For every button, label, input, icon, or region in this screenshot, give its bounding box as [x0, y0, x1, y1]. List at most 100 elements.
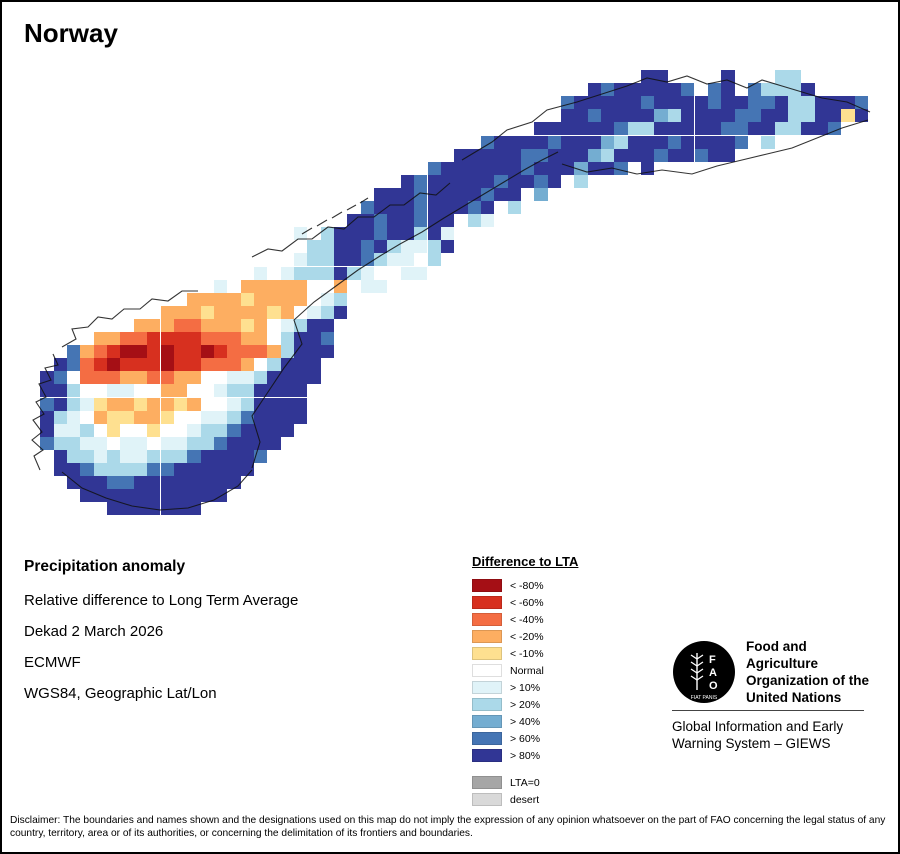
- map-cell: [200, 476, 214, 490]
- map-cell: [414, 266, 428, 280]
- org-name: Food and Agriculture Organization of the…: [746, 638, 870, 706]
- map-cell: [227, 436, 241, 450]
- map-cell: [627, 122, 642, 136]
- map-cell: [294, 384, 308, 398]
- map-cell: [187, 410, 201, 424]
- map-cell: [587, 96, 602, 110]
- legend-items: < -80% < -60% < -40% < -20% < -10% Normal > 10…: [472, 577, 578, 764]
- map-cell: [454, 174, 468, 188]
- legend-swatch: [472, 630, 502, 643]
- map-cell: [374, 227, 388, 241]
- map-cell: [614, 161, 628, 175]
- map-cell: [120, 463, 134, 477]
- map-cell: [133, 476, 148, 490]
- map-cell: [387, 214, 401, 228]
- org-divider: [672, 710, 864, 711]
- map-cell: [107, 358, 121, 372]
- fao-logo-motto: FIAT PANIS: [691, 695, 718, 701]
- map-cell: [654, 70, 668, 84]
- org-name-line: Organization of the: [746, 673, 869, 688]
- map-cell: [507, 174, 521, 188]
- map-cell: [67, 345, 81, 359]
- map-cell: [454, 201, 468, 215]
- map-cell: [173, 371, 188, 385]
- map-cell: [173, 292, 188, 306]
- map-cell: [494, 135, 508, 149]
- map-cell: [654, 122, 668, 136]
- map-cell: [294, 410, 308, 424]
- map-cell: [694, 135, 708, 149]
- map-cell: [227, 397, 241, 411]
- map-cell: [787, 70, 802, 84]
- legend-label: desert: [510, 793, 540, 806]
- map-cell: [120, 371, 134, 385]
- map-cell: [173, 384, 188, 398]
- map-cell: [614, 109, 628, 123]
- map-cell: [107, 463, 121, 477]
- map-cell: [80, 332, 94, 346]
- map-cell: [280, 279, 294, 293]
- map-cell: [200, 345, 214, 359]
- map-cell: [267, 371, 281, 385]
- map-cell: [240, 305, 254, 319]
- map-cell: [627, 83, 642, 97]
- map-cell: [747, 109, 762, 123]
- map-cell: [307, 292, 321, 306]
- map-cell: [280, 397, 294, 411]
- map-cell: [173, 358, 188, 372]
- map-cell: [200, 318, 214, 332]
- map-cell: [133, 384, 148, 398]
- map-cell: [213, 332, 228, 346]
- map-cell: [681, 148, 695, 162]
- map-cell: [707, 135, 722, 149]
- map-cell: [440, 214, 455, 228]
- map-cell: [467, 174, 481, 188]
- map-cell: [707, 122, 722, 136]
- map-cell: [534, 174, 548, 188]
- map-cell: [374, 279, 388, 293]
- map-cell: [414, 227, 428, 241]
- map-cell: [801, 109, 815, 123]
- map-cell: [280, 384, 294, 398]
- map-cell: [601, 135, 615, 149]
- map-cell: [93, 410, 108, 424]
- map-cell: [294, 397, 308, 411]
- map-cell: [427, 187, 441, 201]
- legend-item: > 40%: [472, 713, 578, 730]
- map-cell: [387, 187, 401, 201]
- map-cell: [854, 109, 869, 123]
- map-cell: [133, 371, 148, 385]
- map-cell: [480, 201, 495, 215]
- map-cell: [80, 384, 94, 398]
- map-cell: [320, 345, 335, 359]
- map-cell: [547, 174, 561, 188]
- map-cell: [561, 96, 575, 110]
- map-cell: [147, 318, 161, 332]
- map-cell: [213, 476, 228, 490]
- map-cell: [253, 423, 268, 437]
- map-cell: [133, 489, 148, 503]
- map-cell: [721, 135, 735, 149]
- map-cell: [213, 292, 228, 306]
- map-cell: [440, 161, 455, 175]
- map-cell: [280, 318, 294, 332]
- map-cell: [534, 161, 548, 175]
- map-cell: [374, 266, 388, 280]
- map-cell: [107, 332, 121, 346]
- map-cell: [93, 332, 108, 346]
- map-cell: [520, 148, 535, 162]
- legend-item: > 80%: [472, 747, 578, 764]
- map-cell: [440, 174, 455, 188]
- map-cell: [213, 463, 228, 477]
- map-cell: [347, 266, 361, 280]
- map-cell: [267, 410, 281, 424]
- map-cell: [547, 135, 561, 149]
- map-cell: [561, 109, 575, 123]
- map-cell: [454, 148, 468, 162]
- map-cell: [147, 436, 161, 450]
- map-cell: [320, 253, 335, 267]
- map-cell: [654, 109, 668, 123]
- map-cell: [200, 449, 214, 463]
- map-cell: [294, 305, 308, 319]
- map-cell: [347, 240, 361, 254]
